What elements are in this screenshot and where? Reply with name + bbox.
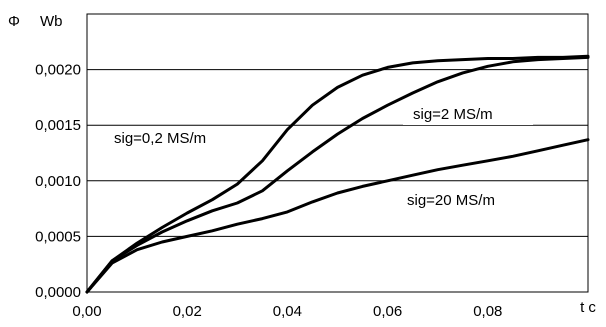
x-tick-label: 0,08 (473, 303, 502, 320)
y-tick-label: 0,0015 (35, 117, 81, 134)
x-tick-label: 0,02 (173, 303, 202, 320)
series-label-background (104, 126, 256, 149)
series-lines (85, 54, 590, 294)
gridlines (87, 69, 588, 237)
x-tick-label: 0,04 (273, 303, 302, 320)
series-label-background (403, 102, 533, 125)
x-tick-label: 0,00 (72, 303, 101, 320)
x-tick-label: 0,06 (373, 303, 402, 320)
y-tick-label: 0,0005 (35, 228, 81, 245)
series-label-background (398, 188, 540, 211)
x-tick-labels: 0,00 0,02 0,04 0,06 0,08 (72, 303, 502, 320)
y-tick-label: 0,0020 (35, 62, 81, 79)
x-axis-label: t c (580, 299, 596, 316)
y-axis-unit: Wb (40, 13, 63, 30)
series-labels: sig=0,2 MS/m sig=2 MS/m sig=20 MS/m (104, 102, 540, 211)
y-tick-labels: 0,0000 0,0005 0,0010 0,0015 0,0020 (35, 62, 81, 301)
series-label-2: sig=2 MS/m (413, 106, 493, 123)
series-line-2 (85, 55, 590, 294)
series-label-1: sig=0,2 MS/m (114, 130, 206, 147)
series-line-1 (85, 54, 590, 294)
y-axis-symbol: Φ (8, 13, 20, 30)
series-line-3 (85, 138, 590, 294)
series-label-3: sig=20 MS/m (407, 192, 495, 209)
plot-frame (86, 13, 589, 293)
y-tick-label: 0,0010 (35, 173, 81, 190)
y-tick-label: 0,0000 (35, 284, 81, 301)
